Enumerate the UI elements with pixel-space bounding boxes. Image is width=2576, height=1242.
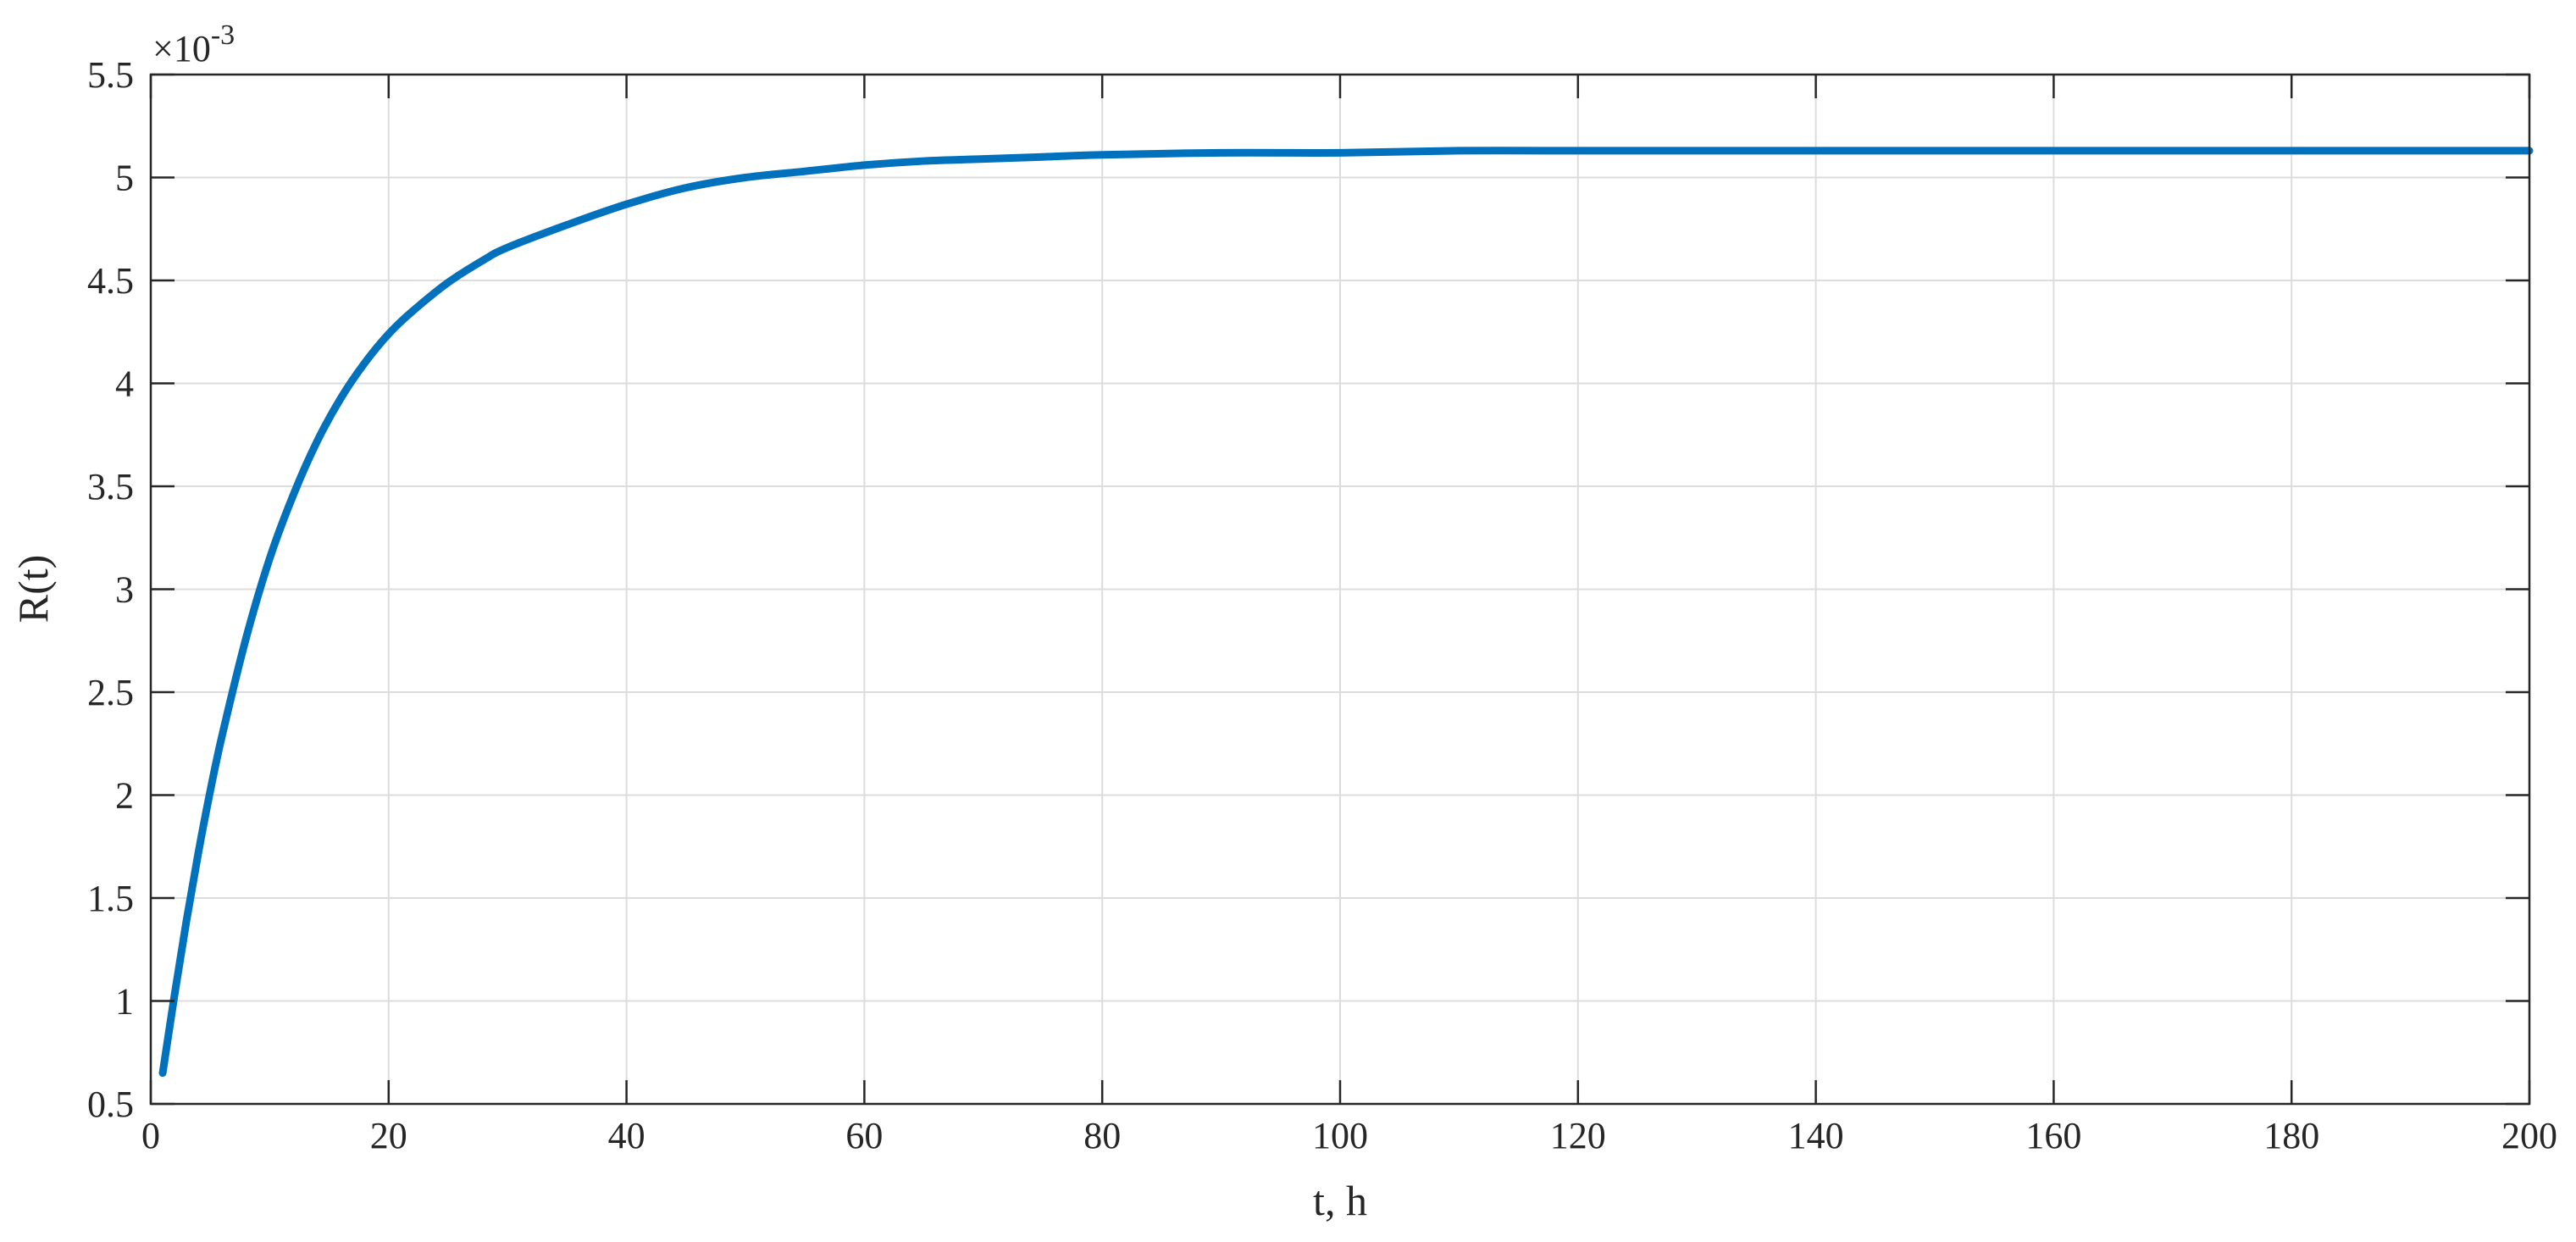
y-tick-label: 1.5 xyxy=(87,878,134,919)
series-layer xyxy=(158,147,2534,1078)
y-tick-labels: 0.5 1 1.5 2 2.5 3 3.5 4 4.5 5 5.5 xyxy=(87,54,134,1125)
y-tick-label: 4 xyxy=(115,363,134,405)
y-tick-label: 3 xyxy=(115,569,134,611)
x-tick-label: 160 xyxy=(2025,1115,2081,1156)
grid-lines xyxy=(151,75,2529,1104)
tick-marks xyxy=(149,73,2531,1106)
series-line xyxy=(158,147,2534,1078)
x-tick-label: 60 xyxy=(845,1115,883,1156)
x-tick-label: 100 xyxy=(1312,1115,1368,1156)
x-axis-label: t, h xyxy=(1313,1177,1367,1224)
y-tick-label: 5 xyxy=(115,158,134,199)
y-axis-label: R(t) xyxy=(9,555,57,624)
x-tick-label: 20 xyxy=(370,1115,407,1156)
y-tick-label: 2.5 xyxy=(87,672,134,713)
y-tick-label: 4.5 xyxy=(87,260,134,302)
y-exponent-base: ×10 xyxy=(152,28,211,69)
y-tick-label: 3.5 xyxy=(87,466,134,507)
x-tick-label: 0 xyxy=(141,1115,160,1156)
x-tick-label: 140 xyxy=(1788,1115,1844,1156)
y-tick-label: 2 xyxy=(115,775,134,817)
x-tick-label: 40 xyxy=(608,1115,645,1156)
x-tick-label: 180 xyxy=(2263,1115,2319,1156)
y-exponent-power: -3 xyxy=(211,19,235,51)
y-tick-label: 0.5 xyxy=(87,1084,134,1125)
x-tick-label: 200 xyxy=(2501,1115,2557,1156)
y-exponent-label: ×10-3 xyxy=(152,19,235,69)
y-tick-label: 5.5 xyxy=(87,54,134,96)
x-tick-label: 120 xyxy=(1550,1115,1606,1156)
x-tick-labels: 0 20 40 60 80 100 120 140 160 180 200 xyxy=(141,1115,2557,1156)
x-tick-label: 80 xyxy=(1083,1115,1121,1156)
y-tick-label: 1 xyxy=(115,981,134,1023)
